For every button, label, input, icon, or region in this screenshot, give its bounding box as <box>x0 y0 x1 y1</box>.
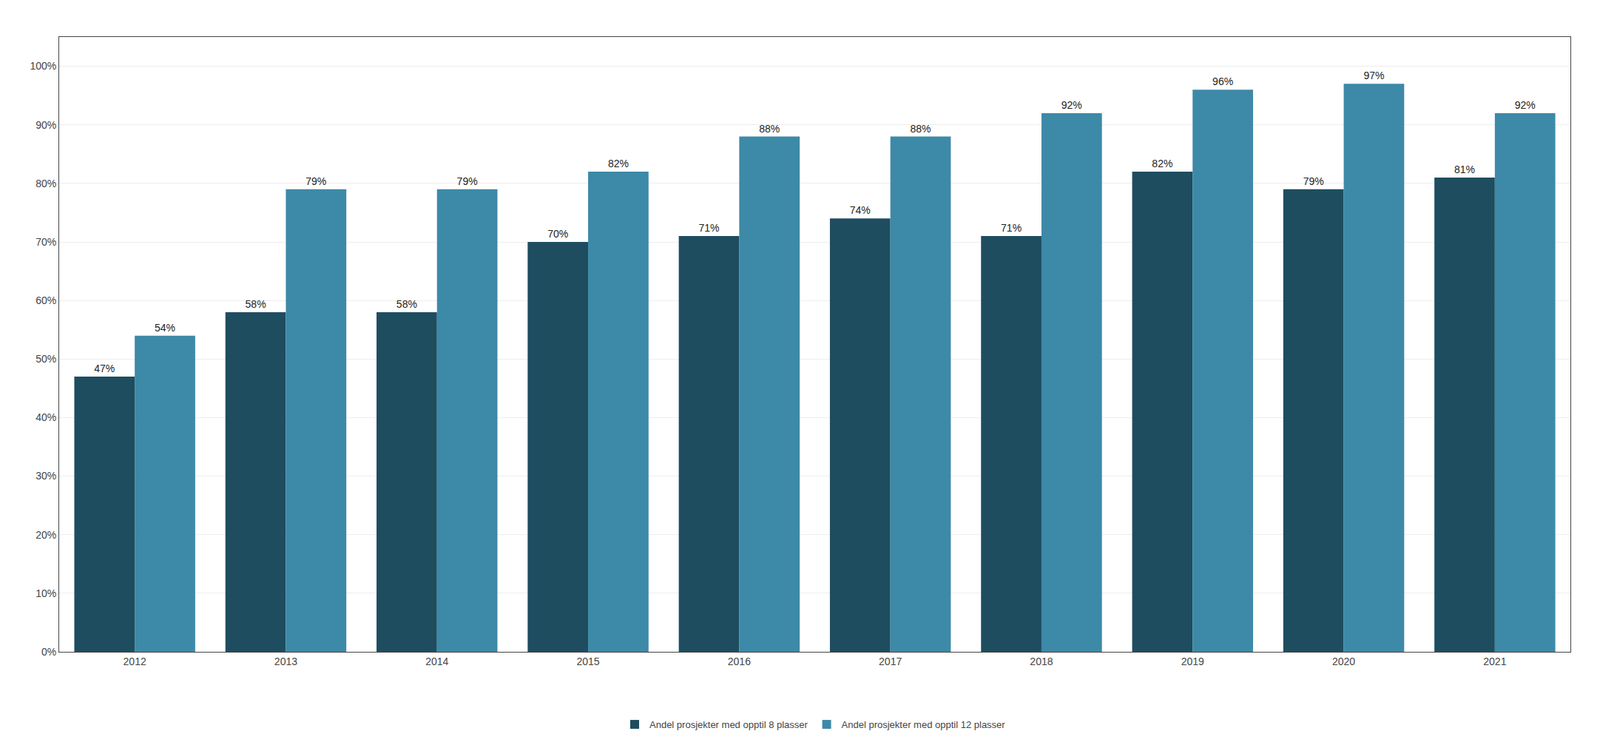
svg-text:79%: 79% <box>305 175 327 188</box>
svg-text:88%: 88% <box>909 122 931 135</box>
svg-text:2016: 2016 <box>727 655 751 668</box>
svg-text:71%: 71% <box>698 221 720 234</box>
svg-text:70%: 70% <box>547 227 569 240</box>
svg-text:Andel prosjekter med opptil 8: Andel prosjekter med opptil 8 plasser <box>649 719 809 731</box>
svg-text:82%: 82% <box>608 157 629 170</box>
svg-text:2021: 2021 <box>1483 655 1507 668</box>
svg-text:60%: 60% <box>35 294 57 307</box>
svg-text:79%: 79% <box>1303 175 1325 188</box>
svg-text:88%: 88% <box>758 122 780 135</box>
svg-text:2019: 2019 <box>1181 655 1205 668</box>
svg-text:92%: 92% <box>1061 99 1083 111</box>
svg-text:10%: 10% <box>35 587 57 600</box>
svg-text:2012: 2012 <box>123 655 147 668</box>
svg-text:2020: 2020 <box>1332 655 1356 668</box>
svg-text:50%: 50% <box>35 352 57 365</box>
svg-text:58%: 58% <box>245 298 267 310</box>
svg-text:20%: 20% <box>35 528 57 541</box>
svg-text:90%: 90% <box>35 119 57 131</box>
svg-text:82%: 82% <box>1151 157 1173 170</box>
svg-text:81%: 81% <box>1454 163 1475 176</box>
svg-text:2014: 2014 <box>425 655 449 668</box>
svg-text:80%: 80% <box>35 177 57 190</box>
svg-text:71%: 71% <box>1000 221 1022 234</box>
svg-text:92%: 92% <box>1514 99 1536 111</box>
svg-text:97%: 97% <box>1363 69 1385 82</box>
svg-text:70%: 70% <box>35 235 57 248</box>
svg-text:30%: 30% <box>35 469 57 482</box>
svg-text:0%: 0% <box>41 645 57 658</box>
svg-text:2017: 2017 <box>878 655 902 668</box>
svg-text:96%: 96% <box>1212 75 1234 88</box>
svg-text:2013: 2013 <box>274 655 298 668</box>
svg-text:Andel prosjekter med opptil 12: Andel prosjekter med opptil 12 plasser <box>841 719 1007 731</box>
svg-text:40%: 40% <box>35 411 57 424</box>
svg-text:58%: 58% <box>396 298 418 310</box>
svg-text:54%: 54% <box>154 321 176 334</box>
svg-text:100%: 100% <box>29 59 57 72</box>
svg-text:2018: 2018 <box>1029 655 1053 668</box>
svg-text:79%: 79% <box>457 175 478 188</box>
svg-text:2015: 2015 <box>576 655 600 668</box>
svg-text:47%: 47% <box>93 362 115 375</box>
svg-text:74%: 74% <box>849 204 871 216</box>
